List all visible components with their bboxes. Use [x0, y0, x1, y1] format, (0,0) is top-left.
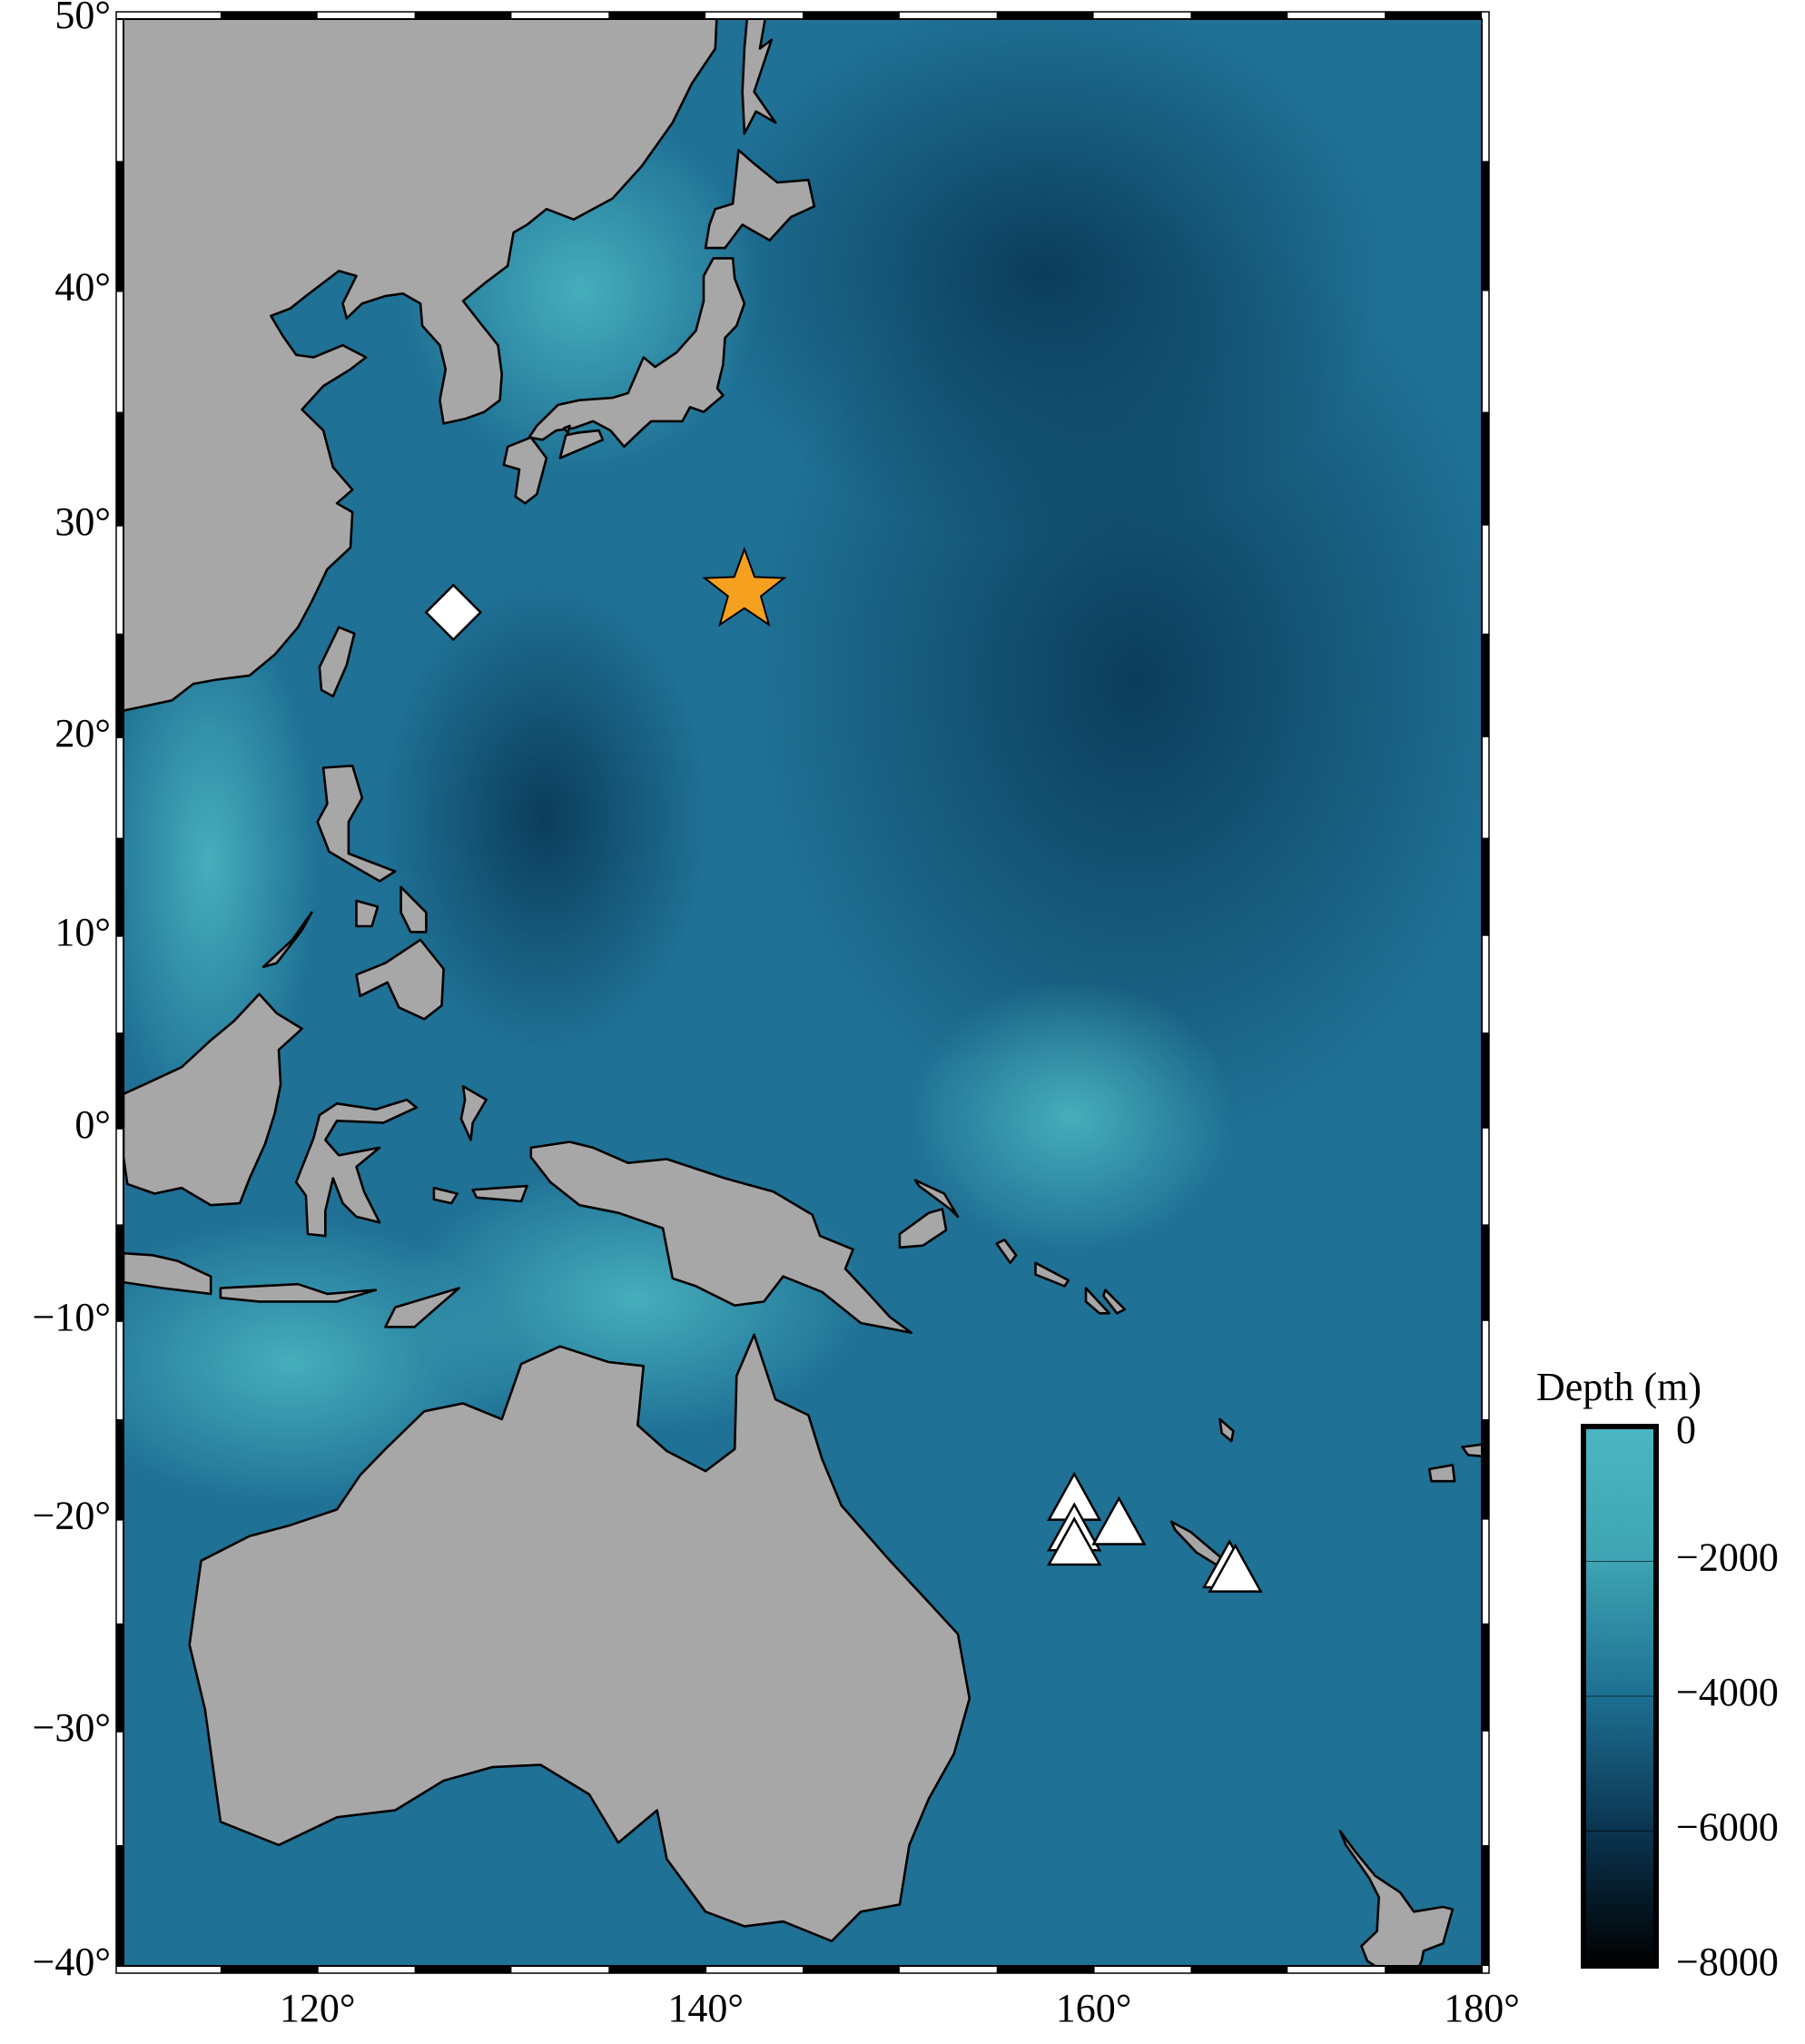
- frame-segment: [116, 633, 123, 737]
- frame-segment: [414, 1966, 512, 1973]
- frame-segment: [1482, 1032, 1489, 1129]
- shelf: [123, 590, 318, 1135]
- map-area: [123, 19, 1482, 1966]
- triangle-marker: [1047, 1516, 1102, 1566]
- shelf: [908, 981, 1235, 1253]
- land: [1102, 1289, 1127, 1315]
- land: [1338, 1830, 1455, 1966]
- frame-outline: [115, 11, 1490, 1974]
- frame-segment: [220, 12, 318, 19]
- land: [529, 1140, 913, 1334]
- land: [261, 911, 313, 969]
- land: [459, 1085, 488, 1141]
- colorbar-tick-label: −6000: [1676, 1805, 1779, 1850]
- x-tick-label: 120°: [280, 1986, 356, 2030]
- land: [316, 764, 397, 883]
- land: [294, 1098, 419, 1238]
- y-tick-label: 30°: [54, 499, 111, 544]
- land: [741, 19, 777, 135]
- frame-segment: [996, 12, 1094, 19]
- triangle-marker: [1091, 1496, 1147, 1545]
- frame-segment: [1385, 1966, 1482, 1973]
- land: [384, 1287, 461, 1328]
- y-tick-label: −20°: [33, 1494, 111, 1538]
- land: [913, 1179, 960, 1219]
- frame-segment: [1482, 1418, 1489, 1520]
- frame-segment: [116, 1623, 123, 1732]
- land: [219, 1282, 378, 1303]
- land: [528, 257, 746, 449]
- land: [123, 19, 718, 712]
- y-tick-label: 0°: [74, 1102, 111, 1147]
- land: [123, 992, 303, 1207]
- frame-segment: [220, 1966, 318, 1973]
- frame-segment: [1482, 633, 1489, 737]
- land: [1428, 1464, 1456, 1483]
- deep-basin: [381, 581, 708, 1053]
- colorbar-tick-label: 0: [1676, 1407, 1696, 1452]
- frame-segment: [116, 411, 123, 526]
- frame-segment: [1385, 12, 1482, 19]
- land: [355, 899, 380, 928]
- frame-segment: [116, 1844, 123, 1966]
- frame-segment: [116, 837, 123, 936]
- land: [123, 1251, 212, 1296]
- land: [1084, 1287, 1110, 1315]
- frame-segment: [608, 1966, 706, 1973]
- frame-segment: [1190, 1966, 1288, 1973]
- y-tick-label: −40°: [33, 1940, 111, 1984]
- y-tick-label: 40°: [54, 265, 111, 310]
- land: [188, 1333, 972, 1942]
- colorbar-tick-label: −8000: [1676, 1940, 1779, 1984]
- y-tick-label: 50°: [54, 0, 111, 37]
- land: [1034, 1261, 1070, 1288]
- land: [318, 626, 356, 698]
- y-tick-label: −30°: [33, 1705, 111, 1750]
- land: [399, 885, 428, 933]
- frame-segment: [116, 1418, 123, 1520]
- frame-segment: [996, 1966, 1094, 1973]
- land: [432, 1186, 459, 1205]
- frame-segment: [803, 12, 900, 19]
- colorbar-tick-label: −2000: [1676, 1535, 1779, 1580]
- land: [704, 149, 816, 250]
- land: [1218, 1417, 1235, 1443]
- x-tick-label: 140°: [667, 1986, 744, 2030]
- frame-segment: [414, 12, 512, 19]
- y-tick-label: 10°: [54, 910, 111, 954]
- land: [995, 1239, 1018, 1265]
- frame-segment: [1482, 161, 1489, 291]
- deep-basin: [699, 19, 1389, 545]
- frame-segment: [116, 161, 123, 291]
- frame-segment: [1482, 837, 1489, 936]
- colorbar-tick-label: −4000: [1676, 1670, 1779, 1714]
- frame-segment: [608, 12, 706, 19]
- frame-segment: [116, 1224, 123, 1321]
- diamond-marker: [424, 583, 483, 642]
- x-tick-label: 160°: [1056, 1986, 1132, 2030]
- land: [502, 436, 548, 505]
- land: [355, 938, 445, 1021]
- land: [898, 1208, 948, 1249]
- star-marker: [702, 546, 787, 627]
- triangle-marker: [1208, 1543, 1263, 1593]
- frame-segment: [1482, 1623, 1489, 1732]
- frame-segment: [1482, 411, 1489, 526]
- frame-segment: [1482, 1224, 1489, 1321]
- frame-segment: [1482, 1844, 1489, 1966]
- colorbar-title: Depth (m): [1536, 1365, 1701, 1409]
- y-tick-label: 20°: [54, 711, 111, 755]
- frame-segment: [803, 1966, 900, 1973]
- y-tick-label: −10°: [33, 1295, 111, 1339]
- frame-segment: [116, 1032, 123, 1129]
- x-tick-label: 180°: [1444, 1986, 1520, 2030]
- land: [562, 424, 571, 434]
- land: [471, 1184, 528, 1203]
- land: [558, 429, 605, 459]
- frame-segment: [1190, 12, 1288, 19]
